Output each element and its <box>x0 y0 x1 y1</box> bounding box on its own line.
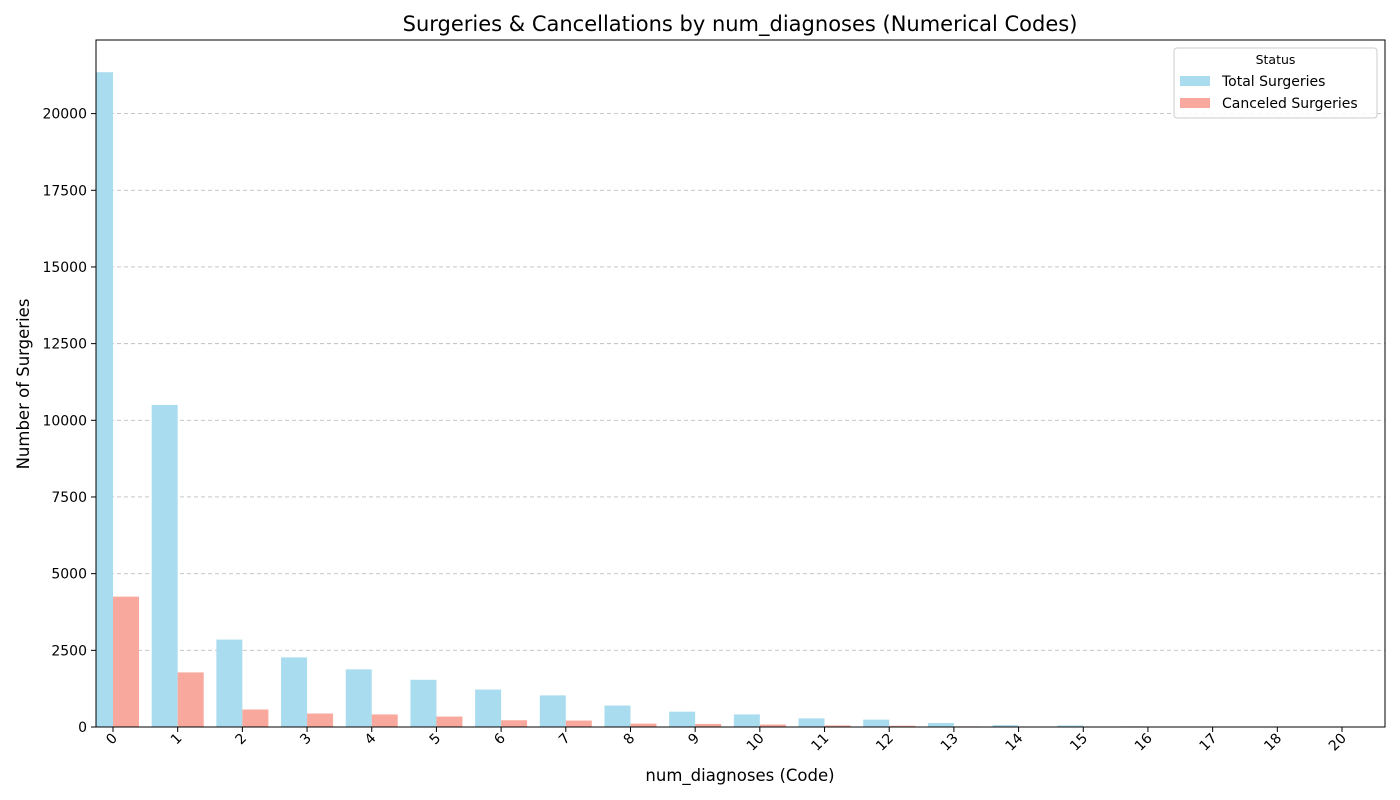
y-tick-label-5000: 5000 <box>51 567 87 583</box>
y-tick-label-0: 0 <box>78 720 87 736</box>
legend-swatch-canceled-surgeries <box>1180 98 1210 108</box>
x-tick-label-3: 3 <box>297 731 315 749</box>
bar-canceled-surgeries-4 <box>371 714 398 727</box>
bar-canceled-surgeries-11 <box>824 725 851 727</box>
bar-canceled-surgeries-6 <box>501 720 528 727</box>
x-tick-label-7: 7 <box>556 731 574 749</box>
plot-frame <box>95 39 1386 728</box>
x-tick-label-20: 20 <box>1326 731 1350 755</box>
x-tick-label-15: 15 <box>1067 731 1091 755</box>
legend: Status Total Surgeries Canceled Surgerie… <box>1173 47 1378 119</box>
grid <box>96 113 1385 651</box>
legend-box <box>1173 47 1378 119</box>
bar-total-surgeries-1 <box>151 404 178 727</box>
bar-total-surgeries-14 <box>992 725 1019 727</box>
x-tick-label-18: 18 <box>1261 731 1285 755</box>
bar-total-surgeries-0 <box>96 72 113 727</box>
bar-canceled-surgeries-5 <box>436 716 463 727</box>
bars <box>96 72 1368 727</box>
x-tick-label-9: 9 <box>685 731 703 749</box>
x-tick-label-5: 5 <box>427 731 445 749</box>
x-tick-label-0: 0 <box>103 731 121 749</box>
x-tick-label-17: 17 <box>1197 731 1221 755</box>
y-tick-label-10000: 10000 <box>42 413 87 429</box>
y-tick-label-20000: 20000 <box>42 107 87 123</box>
y-tick-label-12500: 12500 <box>42 337 87 353</box>
y-tick-label-15000: 15000 <box>42 260 87 276</box>
bar-total-surgeries-7 <box>539 695 566 727</box>
y-axis: 0 2500 5000 7500 10000 12500 15000 17500 20000 <box>42 107 96 736</box>
legend-swatch-total-surgeries <box>1180 76 1210 86</box>
x-tick-label-4: 4 <box>362 730 380 748</box>
bar-canceled-surgeries-2 <box>242 709 269 727</box>
bar-canceled-surgeries-12 <box>889 725 916 727</box>
legend-label-canceled-surgeries: Canceled Surgeries <box>1222 96 1358 112</box>
bar-canceled-surgeries-1 <box>177 672 204 727</box>
bar-total-surgeries-2 <box>216 639 243 727</box>
bar-canceled-surgeries-10 <box>759 724 786 727</box>
bar-canceled-surgeries-0 <box>113 596 139 727</box>
bar-total-surgeries-11 <box>798 718 825 727</box>
x-tick-label-2: 2 <box>233 731 251 749</box>
x-tick-label-8: 8 <box>621 731 639 749</box>
bar-canceled-surgeries-8 <box>630 723 657 727</box>
chart-title: Surgeries & Cancellations by num_diagnos… <box>403 12 1078 37</box>
bar-total-surgeries-6 <box>475 689 502 727</box>
x-tick-label-12: 12 <box>873 731 897 755</box>
y-axis-label: Number of Surgeries <box>14 299 33 470</box>
x-tick-label-6: 6 <box>491 730 509 748</box>
x-axis: 0 1 2 3 4 5 6 7 8 9 10 11 12 13 14 15 16 17 18 20 <box>103 727 1350 754</box>
bar-total-surgeries-4 <box>345 669 372 727</box>
legend-title: Status <box>1256 52 1296 67</box>
legend-label-total-surgeries: Total Surgeries <box>1221 74 1325 90</box>
bar-total-surgeries-10 <box>733 714 760 727</box>
x-tick-label-13: 13 <box>938 731 962 755</box>
x-tick-label-16: 16 <box>1132 730 1156 754</box>
y-tick-label-17500: 17500 <box>42 183 87 199</box>
x-axis-label: num_diagnoses (Code) <box>645 766 834 786</box>
bar-total-surgeries-15 <box>1057 725 1084 727</box>
bar-total-surgeries-8 <box>604 705 631 727</box>
x-tick-label-1: 1 <box>168 731 186 749</box>
bar-total-surgeries-5 <box>410 679 437 727</box>
bar-total-surgeries-9 <box>669 711 696 727</box>
bar-total-surgeries-12 <box>863 719 890 727</box>
bar-total-surgeries-3 <box>281 657 308 727</box>
y-tick-label-2500: 2500 <box>51 643 87 659</box>
y-tick-label-7500: 7500 <box>51 490 87 506</box>
x-tick-label-14: 14 <box>1002 730 1026 754</box>
x-tick-label-11: 11 <box>808 731 832 755</box>
bar-canceled-surgeries-3 <box>307 713 334 727</box>
bar-total-surgeries-13 <box>927 723 954 727</box>
bar-canceled-surgeries-9 <box>695 723 722 727</box>
x-tick-label-10: 10 <box>744 731 768 755</box>
bar-canceled-surgeries-7 <box>565 720 592 727</box>
